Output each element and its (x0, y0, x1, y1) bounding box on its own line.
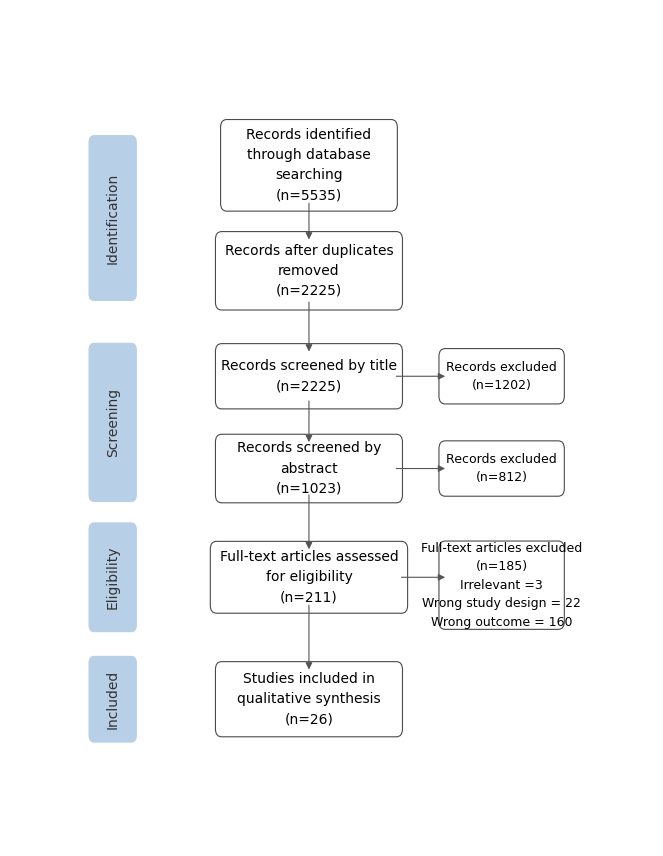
FancyBboxPatch shape (89, 523, 137, 632)
FancyBboxPatch shape (210, 541, 408, 613)
FancyBboxPatch shape (89, 657, 137, 742)
Text: Full-text articles assessed
for eligibility
(n=211): Full-text articles assessed for eligibil… (219, 550, 398, 604)
Text: Identification: Identification (105, 172, 120, 264)
FancyBboxPatch shape (89, 136, 137, 300)
Text: Records excluded
(n=812): Records excluded (n=812) (446, 453, 557, 484)
FancyBboxPatch shape (215, 343, 402, 409)
Text: Screening: Screening (105, 388, 120, 457)
FancyBboxPatch shape (439, 541, 564, 629)
FancyBboxPatch shape (439, 441, 564, 496)
Text: Records excluded
(n=1202): Records excluded (n=1202) (446, 360, 557, 392)
FancyBboxPatch shape (221, 120, 397, 211)
FancyBboxPatch shape (215, 434, 402, 502)
Text: Records after duplicates
removed
(n=2225): Records after duplicates removed (n=2225… (225, 244, 393, 298)
Text: Records identified
through database
searching
(n=5535): Records identified through database sear… (247, 128, 371, 202)
Text: Records screened by title
(n=2225): Records screened by title (n=2225) (221, 360, 397, 393)
FancyBboxPatch shape (439, 348, 564, 404)
FancyBboxPatch shape (215, 232, 402, 310)
Text: Full-text articles excluded
(n=185)
Irrelevant =3
Wrong study design = 22
Wrong : Full-text articles excluded (n=185) Irre… (421, 542, 582, 628)
FancyBboxPatch shape (215, 662, 402, 737)
Text: Studies included in
qualitative synthesis
(n=26): Studies included in qualitative synthesi… (237, 672, 381, 726)
Text: Records screened by
abstract
(n=1023): Records screened by abstract (n=1023) (237, 442, 381, 496)
Text: Eligibility: Eligibility (105, 545, 120, 609)
FancyBboxPatch shape (89, 343, 137, 502)
Text: Included: Included (105, 669, 120, 728)
